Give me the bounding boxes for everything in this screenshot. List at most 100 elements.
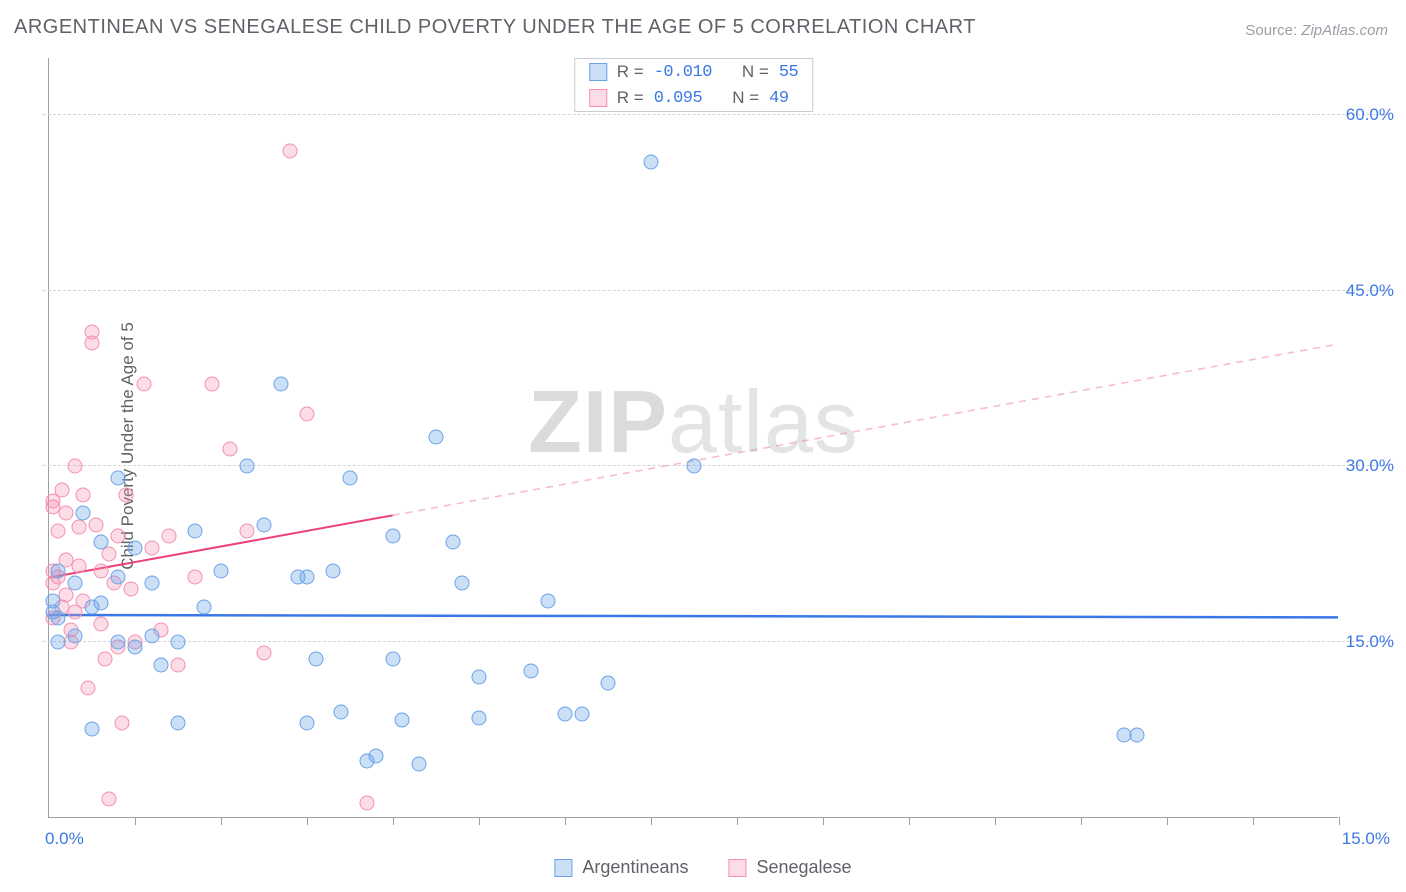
x-tick <box>135 817 136 825</box>
x-tick <box>1253 817 1254 825</box>
data-point-argentineans <box>50 634 65 649</box>
data-point-senegalese <box>59 506 74 521</box>
data-point-argentineans <box>394 712 409 727</box>
data-point-argentineans <box>110 570 125 585</box>
data-point-argentineans <box>1129 728 1144 743</box>
data-point-senegalese <box>257 646 272 661</box>
data-point-senegalese <box>54 482 69 497</box>
x-tick <box>307 817 308 825</box>
data-point-argentineans <box>128 541 143 556</box>
legend-swatch-senegalese <box>728 859 746 877</box>
x-tick <box>221 817 222 825</box>
data-point-senegalese <box>80 681 95 696</box>
data-point-senegalese <box>115 716 130 731</box>
legend-label: Senegalese <box>756 857 851 878</box>
data-point-argentineans <box>523 663 538 678</box>
data-point-argentineans <box>540 593 555 608</box>
data-point-argentineans <box>429 430 444 445</box>
x-axis-max-label: 15.0% <box>1342 829 1390 849</box>
x-tick <box>909 817 910 825</box>
data-point-argentineans <box>343 470 358 485</box>
data-point-argentineans <box>93 535 108 550</box>
data-point-argentineans <box>558 707 573 722</box>
data-point-argentineans <box>214 564 229 579</box>
data-point-senegalese <box>97 652 112 667</box>
data-point-argentineans <box>50 564 65 579</box>
data-point-argentineans <box>334 704 349 719</box>
data-point-argentineans <box>93 596 108 611</box>
y-tick-label: 15.0% <box>1334 632 1394 652</box>
data-point-argentineans <box>110 634 125 649</box>
data-point-argentineans <box>386 652 401 667</box>
y-tick-label: 60.0% <box>1334 105 1394 125</box>
gridline-y <box>43 114 1390 115</box>
data-point-argentineans <box>67 576 82 591</box>
y-tick-label: 30.0% <box>1334 456 1394 476</box>
x-tick <box>1081 817 1082 825</box>
stats-row-senegalese: R = 0.095N =49 <box>575 85 813 111</box>
legend-label: Argentineans <box>582 857 688 878</box>
source-name: ZipAtlas.com <box>1301 22 1388 39</box>
data-point-argentineans <box>257 517 272 532</box>
data-point-senegalese <box>222 441 237 456</box>
trend-lines <box>49 58 1338 817</box>
legend-swatch-argentineans <box>589 63 607 81</box>
watermark-bold: ZIP <box>528 372 668 471</box>
legend-item-senegalese: Senegalese <box>728 857 851 878</box>
data-point-argentineans <box>454 576 469 591</box>
data-point-argentineans <box>575 707 590 722</box>
data-point-senegalese <box>123 582 138 597</box>
r-label: R = <box>617 62 644 82</box>
data-point-senegalese <box>93 564 108 579</box>
data-point-argentineans <box>145 628 160 643</box>
x-tick <box>479 817 480 825</box>
stats-row-argentineans: R =-0.010N =55 <box>575 59 813 85</box>
plot-area: ZIPatlas R =-0.010N =55R = 0.095N =49 0.… <box>48 58 1338 818</box>
x-tick <box>1167 817 1168 825</box>
data-point-argentineans <box>76 506 91 521</box>
data-point-senegalese <box>72 558 87 573</box>
bottom-legend: Argentineans Senegalese <box>554 857 851 878</box>
data-point-argentineans <box>687 459 702 474</box>
data-point-senegalese <box>282 143 297 158</box>
n-value: 49 <box>769 89 788 108</box>
n-label: N = <box>742 62 769 82</box>
data-point-senegalese <box>110 529 125 544</box>
data-point-argentineans <box>171 634 186 649</box>
data-point-argentineans <box>472 710 487 725</box>
y-tick-label: 45.0% <box>1334 281 1394 301</box>
data-point-argentineans <box>325 564 340 579</box>
data-point-argentineans <box>368 749 383 764</box>
x-tick <box>393 817 394 825</box>
data-point-senegalese <box>205 377 220 392</box>
data-point-argentineans <box>472 669 487 684</box>
data-point-argentineans <box>601 675 616 690</box>
legend-swatch-senegalese <box>589 89 607 107</box>
data-point-senegalese <box>67 459 82 474</box>
data-point-argentineans <box>110 470 125 485</box>
data-point-argentineans <box>274 377 289 392</box>
data-point-senegalese <box>119 488 134 503</box>
legend-swatch-argentineans <box>554 859 572 877</box>
r-label: R = <box>617 88 644 108</box>
data-point-senegalese <box>239 523 254 538</box>
data-point-argentineans <box>446 535 461 550</box>
chart-title: ARGENTINEAN VS SENEGALESE CHILD POVERTY … <box>14 16 976 39</box>
stats-legend-box: R =-0.010N =55R = 0.095N =49 <box>574 58 814 112</box>
x-axis-min-label: 0.0% <box>45 829 84 849</box>
data-point-argentineans <box>196 599 211 614</box>
r-value: 0.095 <box>654 89 703 108</box>
watermark-light: atlas <box>668 372 859 471</box>
source-label: Source: <box>1245 22 1297 39</box>
data-point-argentineans <box>46 593 61 608</box>
data-point-argentineans <box>300 716 315 731</box>
trendline-argentineans <box>49 615 1338 617</box>
data-point-senegalese <box>145 541 160 556</box>
data-point-argentineans <box>50 611 65 626</box>
data-point-senegalese <box>89 517 104 532</box>
data-point-argentineans <box>153 658 168 673</box>
x-tick <box>565 817 566 825</box>
data-point-argentineans <box>386 529 401 544</box>
data-point-argentineans <box>239 459 254 474</box>
data-point-senegalese <box>171 658 186 673</box>
